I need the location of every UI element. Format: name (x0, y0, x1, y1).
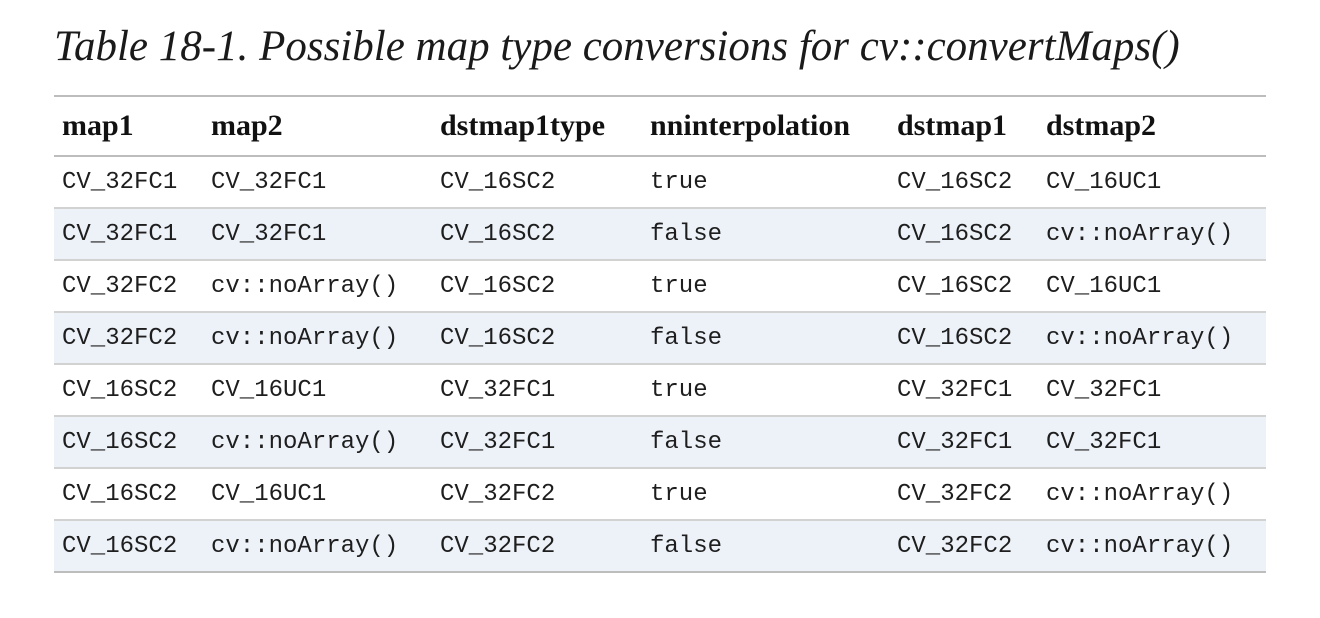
header-map1: map1 (54, 95, 203, 157)
cell-dstmap1type: CV_16SC2 (432, 260, 642, 313)
cell-nninterpolation: true (642, 260, 889, 313)
cell-map1: CV_16SC2 (54, 364, 203, 417)
cell-map1: CV_32FC1 (54, 156, 203, 209)
cell-dstmap1: CV_16SC2 (889, 208, 1038, 261)
cell-map1: CV_16SC2 (54, 416, 203, 469)
map-conversion-table: map1 map2 dstmap1type nninterpolation ds… (54, 95, 1266, 573)
cell-map2: cv::noArray() (203, 260, 432, 313)
table-row: CV_32FC1 CV_32FC1 CV_16SC2 false CV_16SC… (54, 208, 1266, 261)
cell-dstmap1type: CV_16SC2 (432, 208, 642, 261)
table-row: CV_16SC2 CV_16UC1 CV_32FC2 true CV_32FC2… (54, 468, 1266, 521)
cell-dstmap1: CV_16SC2 (889, 260, 1038, 313)
cell-dstmap2: cv::noArray() (1038, 312, 1266, 365)
header-map2: map2 (203, 95, 432, 157)
cell-dstmap1: CV_16SC2 (889, 312, 1038, 365)
cell-dstmap2: cv::noArray() (1038, 520, 1266, 573)
cell-map1: CV_32FC2 (54, 312, 203, 365)
cell-dstmap1: CV_32FC2 (889, 520, 1038, 573)
cell-nninterpolation: true (642, 156, 889, 209)
table-caption: Table 18-1. Possible map type conversion… (54, 23, 1180, 70)
cell-dstmap1: CV_32FC2 (889, 468, 1038, 521)
cell-dstmap2: cv::noArray() (1038, 468, 1266, 521)
cell-nninterpolation: false (642, 520, 889, 573)
cell-dstmap2: CV_16UC1 (1038, 260, 1266, 313)
cell-map1: CV_16SC2 (54, 468, 203, 521)
cell-map2: cv::noArray() (203, 312, 432, 365)
header-dstmap1type: dstmap1type (432, 95, 642, 157)
cell-dstmap2: cv::noArray() (1038, 208, 1266, 261)
cell-nninterpolation: false (642, 312, 889, 365)
cell-dstmap1type: CV_32FC2 (432, 520, 642, 573)
cell-dstmap1type: CV_32FC2 (432, 468, 642, 521)
header-dstmap1: dstmap1 (889, 95, 1038, 157)
cell-map1: CV_16SC2 (54, 520, 203, 573)
cell-dstmap1type: CV_32FC1 (432, 364, 642, 417)
cell-nninterpolation: false (642, 208, 889, 261)
cell-dstmap1type: CV_32FC1 (432, 416, 642, 469)
cell-map2: CV_16UC1 (203, 468, 432, 521)
cell-nninterpolation: true (642, 468, 889, 521)
cell-nninterpolation: false (642, 416, 889, 469)
cell-dstmap2: CV_32FC1 (1038, 416, 1266, 469)
cell-dstmap2: CV_16UC1 (1038, 156, 1266, 209)
header-nninterpolation: nninterpolation (642, 95, 889, 157)
table-row: CV_32FC2 cv::noArray() CV_16SC2 true CV_… (54, 260, 1266, 313)
cell-dstmap1type: CV_16SC2 (432, 312, 642, 365)
table-row: CV_16SC2 cv::noArray() CV_32FC2 false CV… (54, 520, 1266, 573)
cell-map2: CV_32FC1 (203, 156, 432, 209)
cell-nninterpolation: true (642, 364, 889, 417)
header-dstmap2: dstmap2 (1038, 95, 1266, 157)
table-row: CV_16SC2 CV_16UC1 CV_32FC1 true CV_32FC1… (54, 364, 1266, 417)
table-row: CV_32FC1 CV_32FC1 CV_16SC2 true CV_16SC2… (54, 156, 1266, 209)
table-header-row: map1 map2 dstmap1type nninterpolation ds… (54, 95, 1266, 157)
cell-map2: cv::noArray() (203, 520, 432, 573)
cell-map2: CV_16UC1 (203, 364, 432, 417)
cell-map2: cv::noArray() (203, 416, 432, 469)
cell-dstmap1: CV_32FC1 (889, 416, 1038, 469)
cell-map2: CV_32FC1 (203, 208, 432, 261)
cell-map1: CV_32FC1 (54, 208, 203, 261)
table-row: CV_32FC2 cv::noArray() CV_16SC2 false CV… (54, 312, 1266, 365)
cell-dstmap1type: CV_16SC2 (432, 156, 642, 209)
table-row: CV_16SC2 cv::noArray() CV_32FC1 false CV… (54, 416, 1266, 469)
cell-dstmap1: CV_16SC2 (889, 156, 1038, 209)
cell-dstmap2: CV_32FC1 (1038, 364, 1266, 417)
cell-dstmap1: CV_32FC1 (889, 364, 1038, 417)
cell-map1: CV_32FC2 (54, 260, 203, 313)
